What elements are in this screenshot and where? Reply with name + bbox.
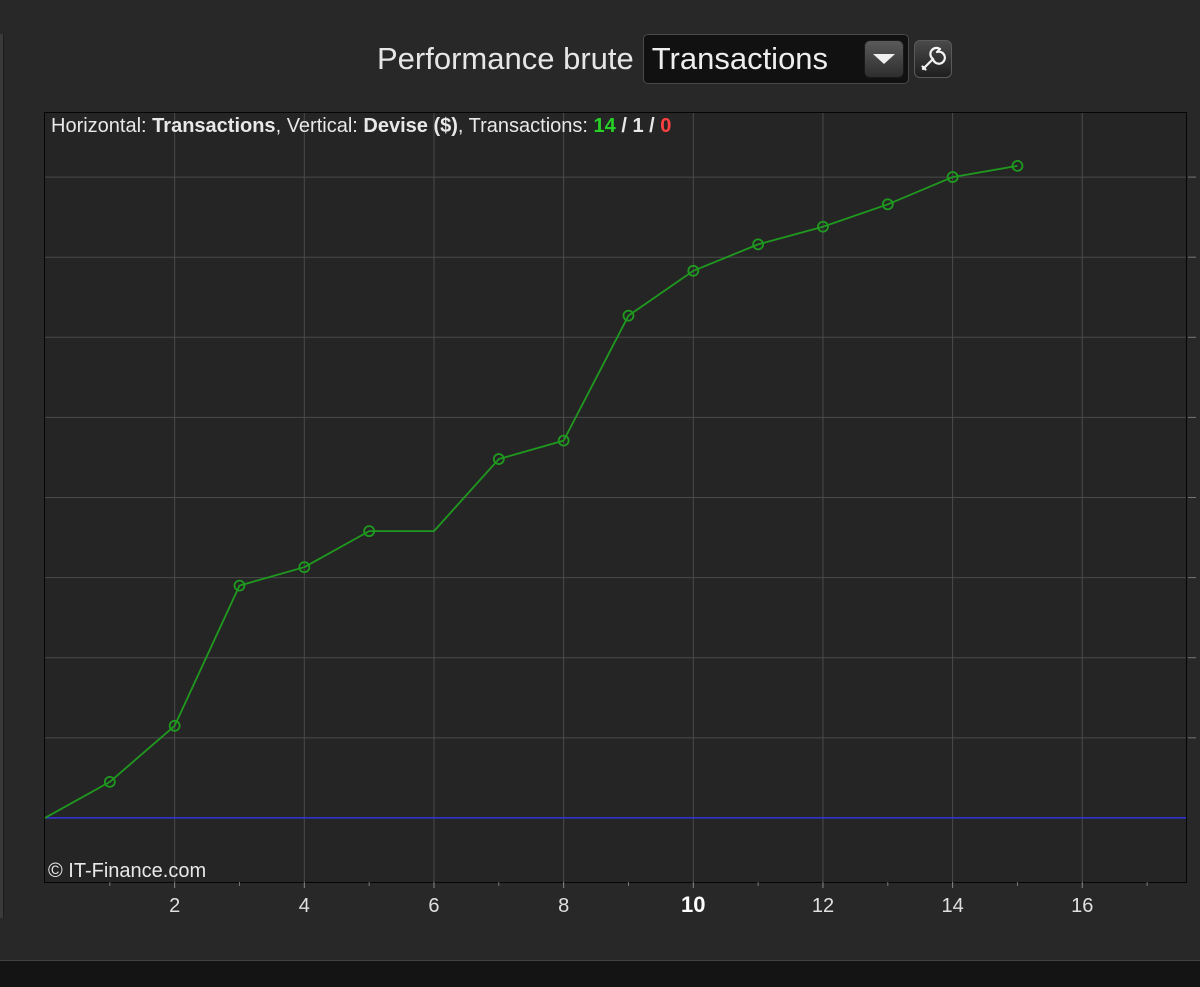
data-point: [233, 579, 246, 592]
flat-count: 1: [632, 115, 644, 137]
vertical-value: Devise ($): [363, 115, 458, 137]
data-point: [298, 561, 311, 574]
data-point: [363, 525, 376, 538]
data-point: [752, 238, 765, 251]
horizontal-value: Transactions: [152, 115, 276, 137]
data-point: [622, 309, 635, 322]
vertical-label: Vertical:: [286, 115, 358, 137]
count-separator: /: [621, 115, 627, 137]
x-tick-label: 10: [681, 892, 705, 917]
chart-info: Horizontal: Transactions, Vertical: Devi…: [51, 115, 671, 138]
equity-line: [44, 164, 1018, 819]
bottom-bar: [0, 960, 1200, 987]
x-tick-label: 2: [169, 895, 180, 917]
x-axis: 2 4 6 8 10 12 14 16: [109, 176, 1196, 917]
data-point: [881, 198, 894, 211]
x-tick-label: 4: [299, 895, 310, 917]
series-layer: [44, 159, 1024, 819]
data-point: [1011, 159, 1024, 172]
data-point: [168, 719, 181, 732]
report-type-value: Transactions: [651, 41, 829, 76]
chevron-down-icon: [872, 54, 895, 64]
data-point: [103, 775, 116, 788]
transactions-label: Transactions:: [468, 115, 588, 137]
dropdown-button[interactable]: [863, 40, 904, 78]
data-point: [946, 171, 959, 183]
wrench-icon: [921, 46, 946, 71]
losing-count: 0: [660, 115, 672, 137]
copyright-notice: © IT-Finance.com: [48, 860, 207, 882]
left-panel-edge: [0, 34, 4, 918]
horizontal-label: Horizontal:: [51, 115, 147, 137]
x-tick-label: 14: [941, 895, 963, 917]
chart-title: Performance brute: [377, 41, 634, 76]
report-type-select[interactable]: Transactions: [642, 34, 909, 84]
chart-header: Performance brute Transactions: [377, 32, 952, 86]
data-point: [492, 453, 505, 465]
settings-button[interactable]: [913, 40, 952, 78]
x-tick-label: 12: [812, 895, 834, 917]
count-separator: /: [649, 115, 655, 137]
separator: ,: [457, 115, 469, 137]
data-point: [687, 264, 700, 277]
winning-count: 14: [593, 115, 616, 137]
separator: ,: [275, 115, 287, 137]
grid-layer: [45, 113, 1186, 882]
data-point: [557, 434, 570, 447]
x-tick-label: 6: [428, 895, 439, 917]
x-tick-label: 16: [1071, 895, 1093, 917]
data-point: [817, 220, 829, 233]
x-tick-label: 8: [558, 895, 569, 917]
